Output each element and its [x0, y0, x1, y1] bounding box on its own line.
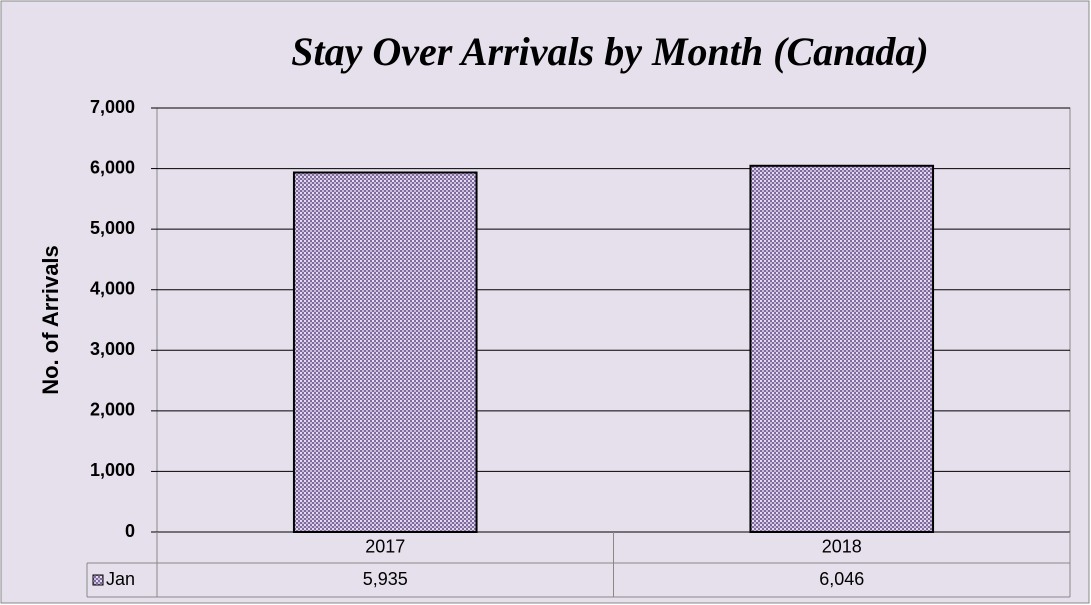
y-tick-label: 6,000 [90, 157, 135, 177]
table-value: 5,935 [363, 569, 408, 589]
y-axis-label: No. of Arrivals [38, 245, 63, 395]
table-value: 6,046 [819, 569, 864, 589]
legend-label: Jan [106, 569, 135, 589]
x-tick-label: 2018 [822, 536, 862, 556]
legend-key [92, 574, 104, 586]
y-tick-label: 2,000 [90, 400, 135, 420]
y-tick-label: 0 [125, 521, 135, 541]
y-tick-label: 4,000 [90, 278, 135, 298]
y-tick-label: 7,000 [90, 97, 135, 117]
y-tick-label: 1,000 [90, 460, 135, 480]
chart-title: Stay Over Arrivals by Month (Canada) [291, 29, 928, 74]
bar [292, 171, 478, 533]
y-tick-label: 3,000 [90, 339, 135, 359]
x-tick-label: 2017 [365, 536, 405, 556]
y-tick-label: 5,000 [90, 218, 135, 238]
bar [749, 164, 935, 533]
